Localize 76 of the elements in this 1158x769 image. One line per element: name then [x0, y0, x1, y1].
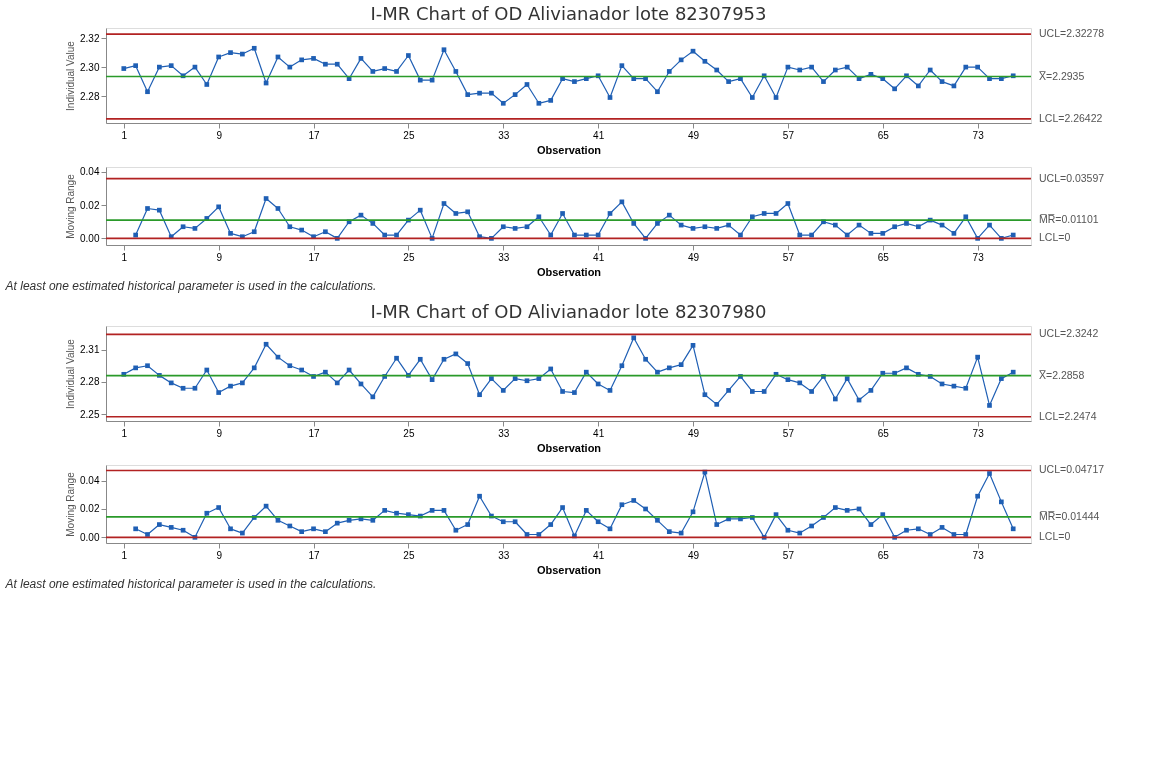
y-axis-title: Individual Value	[65, 338, 77, 409]
x-axis-title: Observation	[536, 563, 602, 576]
ref-line-label: X̅=2.2935	[1038, 69, 1085, 82]
x-tick-label: 41	[593, 129, 605, 141]
x-tick-label: 65	[877, 251, 890, 263]
x-tick-label: 41	[593, 549, 605, 561]
ref-line-label: LCL=2.26422	[1039, 111, 1103, 124]
x-tick-label: 1	[121, 549, 128, 561]
x-tick-label: 49	[687, 549, 700, 561]
x-axis-title: Observation	[536, 265, 602, 278]
y-tick-label: 0.00	[80, 232, 100, 244]
x-tick-label: 9	[216, 129, 223, 141]
y-tick-label: 2.30	[80, 61, 100, 73]
x-tick-label: 57	[782, 549, 795, 561]
ref-line-label: UCL=0.04717	[1039, 463, 1105, 476]
ref-line-label: UCL=2.32278	[1039, 27, 1105, 40]
ref-line-label: UCL=2.3242	[1039, 327, 1099, 340]
x-tick-label: 41	[593, 251, 605, 263]
x-tick-label: 9	[216, 427, 223, 439]
x-tick-label: 73	[972, 251, 985, 263]
ref-line-label: LCL=0	[1039, 530, 1071, 543]
y-tick-label: 0.00	[80, 531, 100, 543]
x-tick-label: 25	[403, 427, 415, 439]
y-tick-label: 2.28	[80, 90, 100, 102]
x-tick-label: 17	[308, 427, 321, 439]
x-tick-label: 49	[687, 129, 700, 141]
x-tick-label: 25	[403, 129, 415, 141]
y-tick-label: 2.31	[80, 344, 100, 356]
x-tick-label: 57	[782, 427, 795, 439]
ref-line-label: LCL=2.2474	[1039, 409, 1097, 422]
x-axis-title: Observation	[536, 143, 602, 156]
ref-line-label: M̅R̅=0.01444	[1039, 509, 1100, 522]
x-tick-label: 1	[121, 251, 128, 263]
x-tick-label: 65	[877, 549, 890, 561]
x-tick-label: 25	[403, 251, 415, 263]
y-tick-label: 2.25	[80, 408, 100, 420]
x-tick-label: 17	[308, 549, 321, 561]
x-tick-label: 41	[593, 427, 605, 439]
chart-title: I-MR Chart of OD Alivianador lote 82307980	[370, 301, 767, 322]
text: At least one estimated historical parameter is used in the calculations.	[4, 279, 377, 293]
y-tick-label: 0.02	[80, 199, 100, 211]
y-tick-label: 0.04	[80, 166, 100, 178]
y-axis-title: Moving Range	[65, 173, 77, 239]
x-tick-label: 25	[403, 549, 415, 561]
y-tick-label: 0.04	[80, 475, 100, 487]
x-tick-label: 73	[972, 129, 985, 141]
chart-title: I-MR Chart of OD Alivianador lote 82307953	[370, 3, 767, 24]
x-tick-label: 33	[498, 549, 510, 561]
x-tick-label: 33	[498, 251, 510, 263]
x-tick-label: 33	[498, 129, 510, 141]
x-tick-label: 1	[121, 129, 128, 141]
x-tick-label: 49	[687, 427, 700, 439]
x-tick-label: 73	[972, 549, 985, 561]
ref-line-label: UCL=0.03597	[1039, 171, 1105, 184]
text: At least one estimated historical parameter is used in the calculations.	[4, 577, 377, 591]
x-tick-label: 65	[877, 129, 890, 141]
y-axis-title: Individual Value	[65, 40, 77, 111]
y-tick-label: 2.28	[80, 376, 100, 388]
ref-line-label: X̅=2.2858	[1038, 368, 1085, 381]
x-tick-label: 1	[121, 427, 128, 439]
x-tick-label: 9	[216, 549, 223, 561]
x-tick-label: 73	[972, 427, 985, 439]
y-axis-title: Moving Range	[65, 471, 77, 537]
x-tick-label: 57	[782, 251, 795, 263]
x-tick-label: 9	[216, 251, 223, 263]
x-axis-title: Observation	[536, 441, 602, 454]
x-tick-label: 17	[308, 129, 321, 141]
y-tick-label: 2.32	[80, 32, 100, 44]
ref-line-label: LCL=0	[1039, 231, 1071, 244]
x-tick-label: 49	[687, 251, 700, 263]
x-tick-label: 33	[498, 427, 510, 439]
x-tick-label: 65	[877, 427, 890, 439]
ref-line-label: M̅R̅=0.01101	[1039, 213, 1099, 226]
y-tick-label: 0.02	[80, 503, 100, 515]
x-tick-label: 57	[782, 129, 795, 141]
x-tick-label: 17	[308, 251, 321, 263]
